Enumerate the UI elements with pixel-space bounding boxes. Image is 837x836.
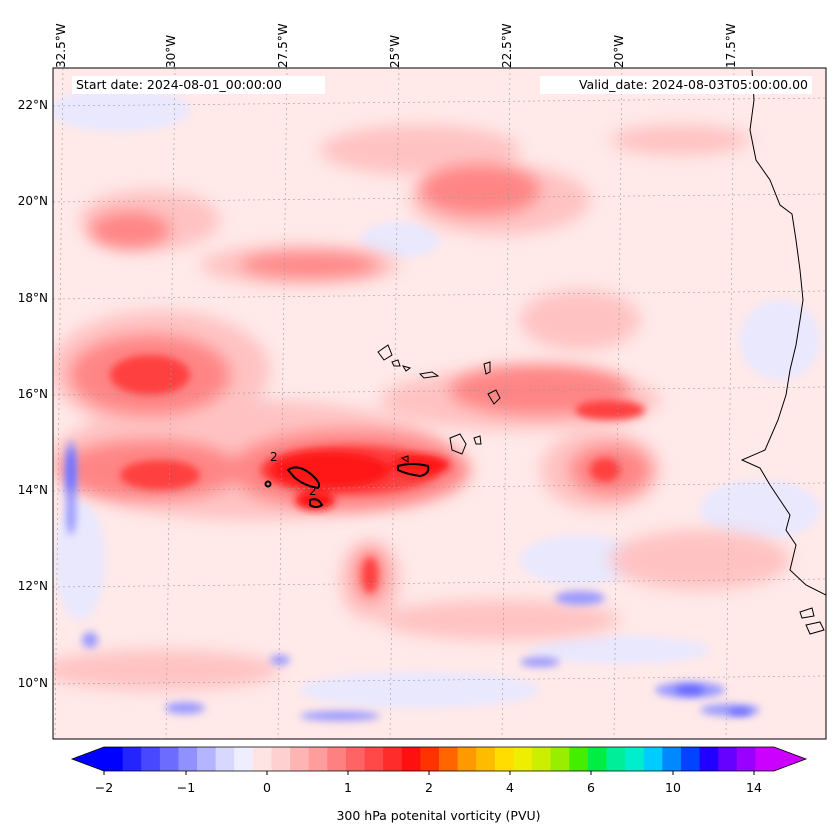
lat-label: 12°N — [17, 579, 48, 593]
lon-label: 22.5°W — [500, 23, 514, 68]
colorbar-swatch — [401, 747, 421, 771]
lat-label: 10°N — [17, 676, 48, 690]
start-date-label: Start date: 2024-08-01_00:00:00 — [72, 76, 325, 94]
colorbar-swatch — [178, 747, 198, 771]
colorbar-tick: 4 — [506, 780, 514, 795]
colorbar-max-arrow — [774, 747, 806, 771]
lat-label: 14°N — [17, 483, 48, 497]
colorbar-tick: 1 — [344, 780, 352, 795]
colorbar-swatch — [159, 747, 179, 771]
colorbar-swatch — [755, 747, 775, 771]
colorbar-tick: 6 — [587, 780, 595, 795]
colorbar-swatch — [308, 747, 328, 771]
colorbar — [70, 746, 808, 775]
valid-date-label: Valid_date: 2024-08-03T05:00:00.00 — [540, 76, 812, 94]
colorbar-swatch — [271, 747, 291, 771]
2pvu-contour — [264, 463, 430, 508]
lon-label: 17.5°W — [724, 23, 738, 68]
colorbar-swatch — [364, 747, 384, 771]
colorbar-swatch — [197, 747, 217, 771]
cape-verde-islands — [377, 344, 501, 463]
lon-label: 25°W — [388, 34, 402, 68]
colorbar-swatch — [532, 747, 552, 771]
colorbar-swatch — [457, 747, 477, 771]
lon-label: 27.5°W — [276, 23, 290, 68]
colorbar-swatch — [662, 747, 682, 771]
colorbar-swatch — [736, 747, 756, 771]
lat-label: 16°N — [17, 387, 48, 401]
colorbar-title: 300 hPa potenital vorticity (PVU) — [336, 808, 541, 823]
lon-label: 32.5°W — [54, 23, 68, 68]
contour-label: 2 — [270, 450, 278, 464]
colorbar-swatch — [550, 747, 570, 771]
colorbar-swatch — [718, 747, 738, 771]
colorbar-swatch — [625, 747, 645, 771]
colorbar-swatch — [606, 747, 626, 771]
colorbar-swatch — [643, 747, 663, 771]
colorbar-swatch — [680, 747, 701, 771]
colorbar-tick: 0 — [263, 780, 271, 795]
colorbar-swatch — [587, 747, 607, 771]
colorbar-swatch — [420, 747, 440, 771]
graticule — [53, 68, 826, 739]
colorbar-swatch — [513, 747, 533, 771]
lat-label: 18°N — [17, 291, 48, 305]
colorbar-tick: 14 — [746, 780, 762, 795]
lon-label: 20°W — [612, 34, 626, 68]
colorbar-swatch — [569, 747, 589, 771]
pv-field: 2 2 — [53, 68, 826, 739]
colorbar-swatch — [494, 747, 514, 771]
colorbar-swatch — [476, 747, 496, 771]
colorbar-swatch — [234, 747, 254, 771]
colorbar-swatch — [215, 747, 235, 771]
west-africa-coastline — [740, 69, 826, 596]
colorbar-tick: −2 — [94, 780, 114, 795]
negative-pv-cores — [68, 448, 752, 715]
colorbar-swatch — [699, 747, 719, 771]
colorbar-swatch — [345, 747, 366, 771]
lat-label: 20°N — [17, 194, 48, 208]
lat-label: 22°N — [17, 98, 48, 112]
coast-islands — [799, 607, 825, 635]
lon-label: 30°W — [164, 34, 178, 68]
colorbar-min-arrow — [72, 747, 104, 771]
colorbar-swatch — [104, 747, 124, 771]
map-frame — [52, 67, 827, 740]
colorbar-swatch — [252, 747, 272, 771]
colorbar-tick: 2 — [425, 780, 433, 795]
colorbar-swatch — [122, 747, 142, 771]
colorbar-swatch — [141, 747, 161, 771]
colorbar-swatch — [439, 747, 459, 771]
colorbar-swatch — [290, 747, 310, 771]
colorbar-tick: 10 — [665, 780, 681, 795]
colorbar-swatch — [327, 747, 347, 771]
colorbar-tick: −1 — [176, 780, 196, 795]
contour-label: 2 — [309, 484, 317, 498]
colorbar-swatch — [383, 747, 403, 771]
